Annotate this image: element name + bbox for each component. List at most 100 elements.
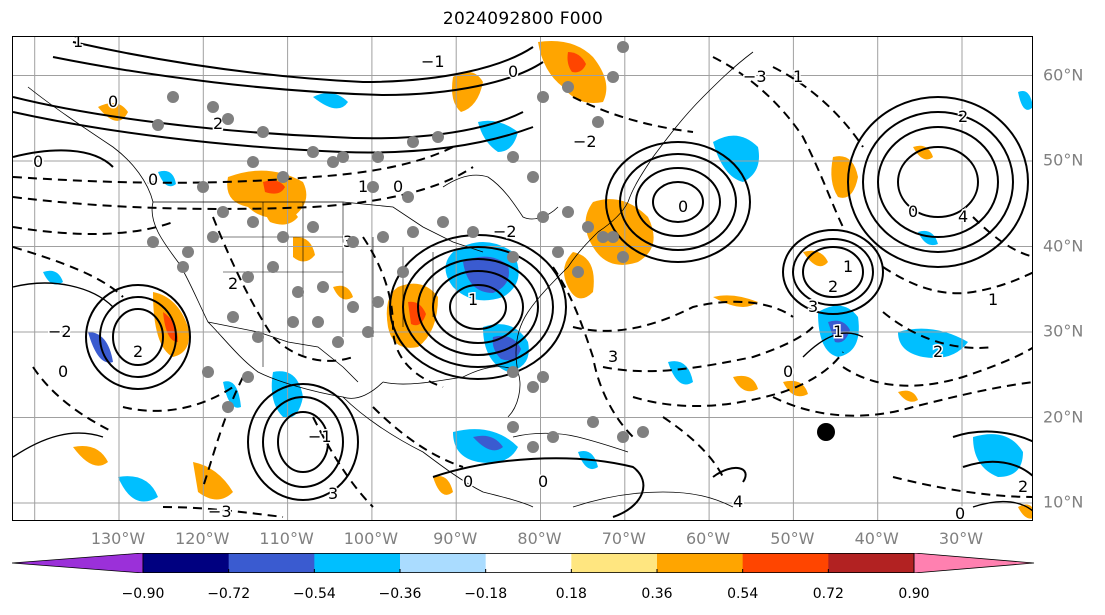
longitude-label: 40°W — [854, 529, 899, 548]
coast-caribbean — [512, 432, 629, 453]
contour-label: 0 — [148, 170, 158, 189]
coastlines — [27, 51, 754, 508]
contour-label: 1 — [793, 67, 803, 86]
contour-label: 2 — [828, 277, 838, 296]
colorbar-extend-max — [913, 553, 1035, 573]
station-dot — [507, 251, 519, 263]
station-dot — [562, 81, 574, 93]
station-dot — [347, 301, 359, 313]
contour-label: 0 — [783, 362, 793, 381]
fill-positive — [73, 446, 108, 466]
fill-positive — [98, 103, 128, 121]
longitude-label: 50°W — [770, 529, 815, 548]
coast-east — [515, 201, 629, 373]
high-center-atlantic — [782, 229, 884, 315]
station-dot — [197, 181, 209, 193]
latitude-label: 30°N — [1043, 321, 1084, 341]
jet-contours — [13, 41, 1032, 518]
station-dot — [527, 381, 539, 393]
station-dot — [222, 113, 234, 125]
station-dot — [507, 366, 519, 378]
contour-label: 1 — [988, 290, 998, 309]
station-dot — [537, 211, 549, 223]
fill-positive — [293, 236, 315, 262]
contour-label: 2 — [1018, 477, 1028, 496]
colorbar-tick-label: 0.36 — [641, 586, 673, 602]
station-dot — [242, 271, 254, 283]
coast-gulf — [382, 366, 521, 418]
colorbar-tick-label: −0.54 — [292, 586, 336, 602]
fill-negative — [158, 170, 176, 187]
contour-label: 0 — [58, 362, 68, 381]
colorbar-extend-min — [12, 553, 144, 573]
zero-contours — [13, 282, 1032, 512]
longitude-label: 60°W — [686, 529, 731, 548]
fill-positive — [831, 156, 858, 198]
station-dot — [552, 246, 564, 258]
station-dot — [372, 296, 384, 308]
contour-label: −2 — [573, 132, 597, 151]
station-dot — [152, 119, 164, 131]
contour-label: 0 — [393, 177, 403, 196]
map-title: 2024092800 F000 — [442, 9, 604, 29]
contour-label: 0 — [678, 197, 688, 216]
station-dot — [617, 431, 629, 443]
station-dot — [407, 136, 419, 148]
fill-negative — [973, 434, 1023, 477]
station-dot — [617, 251, 629, 263]
colorbar-tick-label: 0.72 — [812, 586, 844, 602]
map-panel: 10234123201230−1−2−31200120−2034210−300−… — [12, 36, 1033, 521]
colorbar-segment — [485, 553, 572, 573]
station-dot — [307, 221, 319, 233]
contour-label: 1 — [833, 322, 843, 341]
graticule — [13, 37, 1032, 520]
station-dot — [182, 246, 194, 258]
longitude-label: 80°W — [517, 529, 562, 548]
coast-central-america — [342, 396, 534, 508]
colorbar-tick-label: −0.72 — [207, 586, 251, 602]
station-dot — [582, 221, 594, 233]
high-center-newfoundland — [605, 141, 751, 263]
colorbar-segment — [571, 553, 658, 573]
station-dot — [252, 331, 264, 343]
contour-label: 0 — [908, 202, 918, 221]
station-dot — [372, 151, 384, 163]
colorbar-tick-label: 0.54 — [727, 586, 759, 602]
contour-label: 2 — [228, 274, 238, 293]
negative-contours — [13, 56, 1032, 518]
fill-negative — [313, 93, 348, 109]
colorbar-segment — [657, 553, 744, 573]
station-dot — [607, 71, 619, 83]
contour-label: 4 — [733, 492, 743, 511]
fill-positive-strong — [567, 52, 586, 73]
coast-north-america-west — [27, 86, 384, 399]
weather-map: 10234123201230−1−2−31200120−2034210−300−… — [13, 37, 1032, 521]
station-dot — [432, 131, 444, 143]
contour-label: 3 — [328, 484, 338, 503]
contour-label: 1 — [73, 37, 83, 51]
longitude-label: 110°W — [259, 529, 314, 548]
fill-positive — [783, 380, 808, 397]
contour-label: 0 — [955, 504, 965, 521]
colorbar-tick-label: −0.90 — [121, 586, 165, 602]
fill-positive-strong — [408, 301, 426, 326]
station-dot — [377, 231, 389, 243]
station-dot — [617, 41, 629, 53]
contour-label: −3 — [208, 502, 232, 521]
border-canada-us — [153, 201, 484, 253]
station-dot — [312, 316, 324, 328]
station-dot — [507, 151, 519, 163]
coast-canada-east — [627, 51, 754, 203]
station-dot — [537, 91, 549, 103]
fill-negative — [223, 381, 241, 408]
station-dot — [327, 156, 339, 168]
station-dot — [527, 171, 539, 183]
high-center-northeast-atlantic — [847, 96, 1029, 268]
colorbar-frame — [142, 553, 915, 573]
fill-negative — [713, 135, 759, 182]
high-center-mississippi — [389, 234, 567, 380]
longitude-label: 130°W — [90, 529, 146, 548]
colorbar — [12, 553, 1035, 573]
station-dot — [177, 261, 189, 273]
contour-label: 2 — [133, 342, 143, 361]
